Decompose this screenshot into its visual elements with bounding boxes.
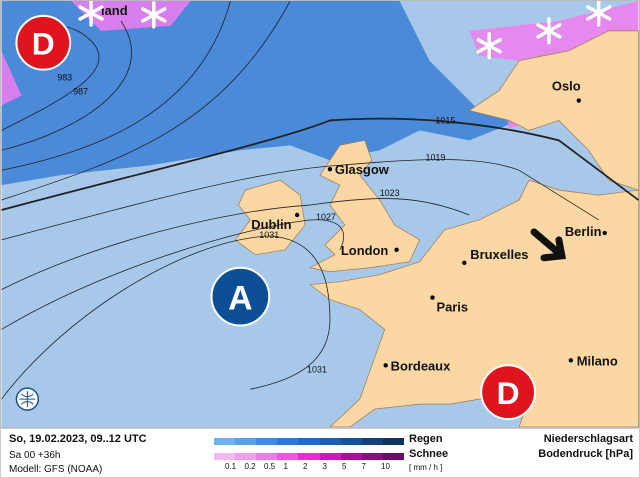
rain-scale-swatch <box>256 438 278 445</box>
city-paris[interactable]: Paris <box>436 300 468 315</box>
pressure-label: Bodendruck [hPa] <box>538 448 633 460</box>
snowflake-icons <box>78 1 612 60</box>
city-dot <box>576 98 581 103</box>
forecast-run: Sa 00 +36h <box>9 450 61 461</box>
globe-icon[interactable] <box>15 387 40 411</box>
isobar-label: 1031 <box>259 230 279 240</box>
city-berlin[interactable]: Berlin <box>565 224 602 239</box>
rain-scale-swatch <box>382 438 404 445</box>
scale-tick: 1 <box>283 462 288 471</box>
model-name: Modell: GFS (NOAA) <box>9 464 103 475</box>
snow-scale-swatch <box>277 453 299 460</box>
city-dot <box>383 363 388 368</box>
city-milano[interactable]: Milano <box>577 353 618 368</box>
city-dot <box>602 230 607 236</box>
city-london[interactable]: London <box>341 243 388 258</box>
scale-tick: 0.1 <box>225 462 237 471</box>
snow-scale-swatch <box>298 453 320 460</box>
rain-scale-swatch <box>319 438 341 445</box>
svg-text:D: D <box>32 26 55 62</box>
city-dot <box>294 212 300 218</box>
weather-map[interactable]: 983 987 1015 1019 1023 1027 1031 1031 Gl… <box>0 0 640 428</box>
legend: So, 19.02.2023, 09..12 UTC Sa 00 +36h Mo… <box>0 428 640 478</box>
movement-arrow-icon <box>530 228 566 262</box>
scale-tick: 10 <box>381 462 390 471</box>
low-pressure-marker[interactable]: D <box>480 364 536 421</box>
isobar-label: 1023 <box>380 188 400 198</box>
snow-scale-swatch <box>340 453 362 460</box>
scale-tick: 7 <box>361 462 366 471</box>
rain-scale <box>214 438 404 445</box>
snow-scale-swatch <box>361 453 383 460</box>
rain-scale-swatch <box>235 438 257 445</box>
isobar-label: 1019 <box>426 152 446 162</box>
snow-area <box>1 1 639 129</box>
city-dublin[interactable]: Dublin <box>251 217 291 232</box>
city-bordeaux[interactable]: Bordeaux <box>391 358 451 373</box>
low-pressure-marker[interactable]: D <box>15 14 72 71</box>
city-dot <box>394 247 399 253</box>
rain-scale-swatch <box>298 438 320 445</box>
svg-text:A: A <box>228 280 252 318</box>
isobar-label: 1027 <box>316 212 336 222</box>
city-dot <box>462 260 467 265</box>
scale-tick: 5 <box>342 462 347 471</box>
city-oslo[interactable]: Oslo <box>552 79 581 94</box>
precip-type-label: Niederschlagsart <box>543 433 633 445</box>
city-dot <box>327 167 333 172</box>
rain-scale-swatch <box>361 438 383 445</box>
city-glasgow[interactable]: Glasgow <box>335 162 390 177</box>
snow-scale-swatch <box>319 453 341 460</box>
scale-tick: 0.5 <box>264 462 276 471</box>
snow-scale-swatch <box>256 453 278 460</box>
unit-label: [ mm / h ] <box>409 463 443 472</box>
scale-tick: 0.2 <box>244 462 256 471</box>
isobar-label: 1031 <box>307 364 327 374</box>
rain-scale-swatch <box>214 438 236 445</box>
forecast-date: So, 19.02.2023, 09..12 UTC <box>9 433 147 445</box>
svg-text:D: D <box>497 375 520 411</box>
snow-scale-swatch <box>235 453 257 460</box>
scale-tick: 3 <box>322 462 327 471</box>
rain-scale-swatch <box>340 438 362 445</box>
isobars <box>1 1 639 400</box>
snow-scale-swatch <box>382 453 404 460</box>
high-pressure-marker[interactable]: A <box>210 266 271 327</box>
isobar-label: 983 <box>57 73 72 83</box>
snow-scale-swatch <box>214 453 236 460</box>
city-bruxelles[interactable]: Bruxelles <box>470 247 528 262</box>
isobar-label: 987 <box>73 87 88 97</box>
rain-label: Regen <box>409 433 443 445</box>
scale-tick: 2 <box>303 462 308 471</box>
rain-scale-swatch <box>277 438 299 445</box>
snow-label: Schnee <box>409 448 449 460</box>
city-dot <box>568 358 574 363</box>
city-dot <box>430 295 435 300</box>
snow-scale <box>214 453 404 460</box>
isobar-label: 1015 <box>435 115 455 125</box>
partial-place-label: land <box>101 3 128 18</box>
